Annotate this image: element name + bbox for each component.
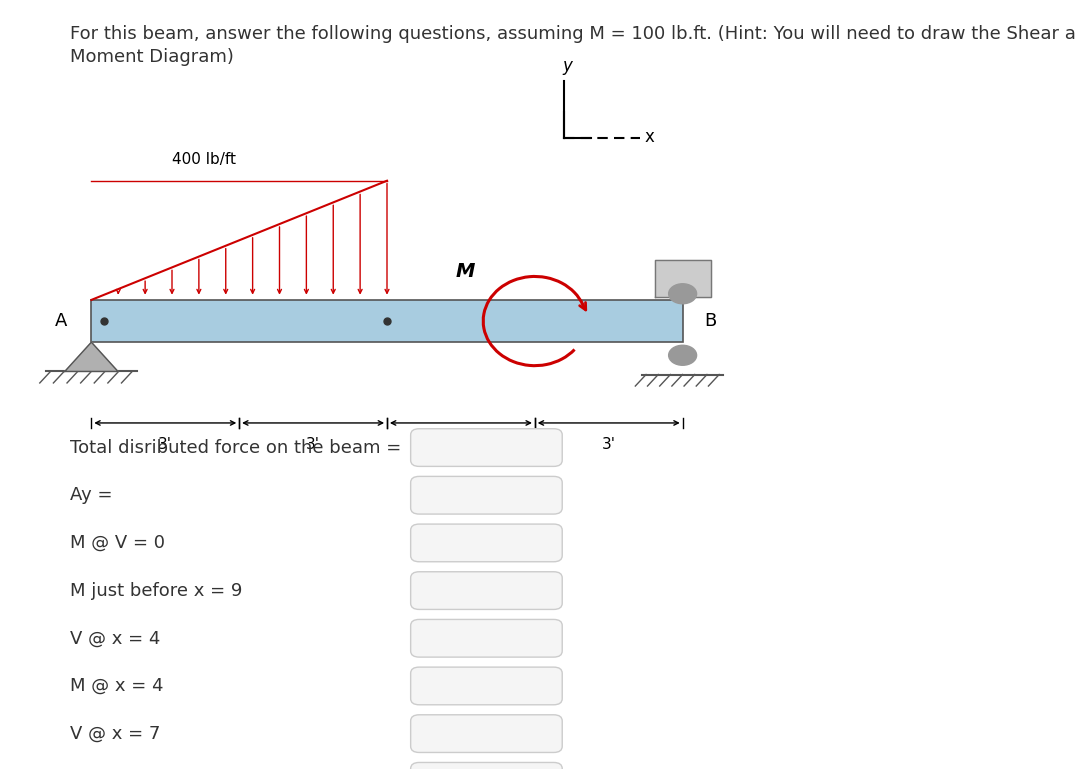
- Text: M @ V = 0: M @ V = 0: [70, 534, 164, 552]
- Text: 3': 3': [158, 437, 172, 452]
- Text: 3': 3': [306, 437, 320, 452]
- Text: ↕: ↕: [534, 441, 545, 454]
- Text: y: y: [562, 58, 573, 75]
- Text: Choose...: Choose...: [430, 488, 501, 503]
- Text: Choose...: Choose...: [430, 726, 501, 741]
- Text: Choose...: Choose...: [430, 583, 501, 598]
- Text: ↕: ↕: [534, 680, 545, 692]
- Polygon shape: [655, 260, 711, 297]
- Text: Moment Diagram): Moment Diagram): [70, 48, 233, 65]
- Text: Choose...: Choose...: [430, 678, 501, 694]
- Text: Total disributed force on the beam =: Total disributed force on the beam =: [70, 438, 401, 457]
- FancyBboxPatch shape: [411, 572, 562, 609]
- FancyBboxPatch shape: [411, 429, 562, 466]
- Polygon shape: [64, 342, 118, 371]
- Text: 3': 3': [454, 437, 468, 452]
- Text: Choose...: Choose...: [430, 631, 501, 646]
- Text: A: A: [55, 312, 68, 330]
- Text: ↕: ↕: [534, 489, 545, 501]
- Text: ↕: ↕: [534, 632, 545, 644]
- Text: x: x: [645, 128, 655, 146]
- Text: M just before x = 9: M just before x = 9: [70, 581, 242, 600]
- Text: V @ x = 7: V @ x = 7: [70, 724, 160, 743]
- Text: Ay =: Ay =: [70, 486, 113, 504]
- Text: M @ x = 4: M @ x = 4: [70, 677, 163, 695]
- Text: M: M: [455, 262, 475, 281]
- FancyBboxPatch shape: [411, 524, 562, 561]
- FancyBboxPatch shape: [411, 763, 562, 769]
- Circle shape: [669, 345, 697, 365]
- Text: ↕: ↕: [534, 537, 545, 549]
- Text: For this beam, answer the following questions, assuming M = 100 lb.ft. (Hint: Yo: For this beam, answer the following ques…: [70, 25, 1075, 42]
- Text: ↕: ↕: [534, 584, 545, 597]
- Text: Choose...: Choose...: [430, 440, 501, 455]
- FancyBboxPatch shape: [411, 620, 562, 657]
- Text: B: B: [704, 312, 716, 330]
- Text: 3': 3': [602, 437, 616, 452]
- Text: V @ x = 4: V @ x = 4: [70, 629, 160, 647]
- Text: Choose...: Choose...: [430, 535, 501, 551]
- Text: 400 lb/ft: 400 lb/ft: [172, 151, 235, 167]
- FancyBboxPatch shape: [91, 300, 683, 342]
- FancyBboxPatch shape: [411, 715, 562, 752]
- Text: ↕: ↕: [534, 727, 545, 740]
- FancyBboxPatch shape: [411, 667, 562, 704]
- Circle shape: [669, 284, 697, 304]
- FancyBboxPatch shape: [411, 477, 562, 514]
